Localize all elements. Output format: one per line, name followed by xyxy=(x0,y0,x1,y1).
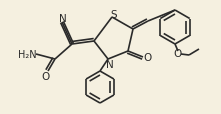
Text: O: O xyxy=(173,49,181,58)
Text: N: N xyxy=(59,14,67,24)
Text: O: O xyxy=(144,53,152,62)
Text: H₂N: H₂N xyxy=(18,50,36,60)
Text: N: N xyxy=(106,60,114,69)
Text: S: S xyxy=(111,10,117,20)
Text: O: O xyxy=(42,71,50,81)
